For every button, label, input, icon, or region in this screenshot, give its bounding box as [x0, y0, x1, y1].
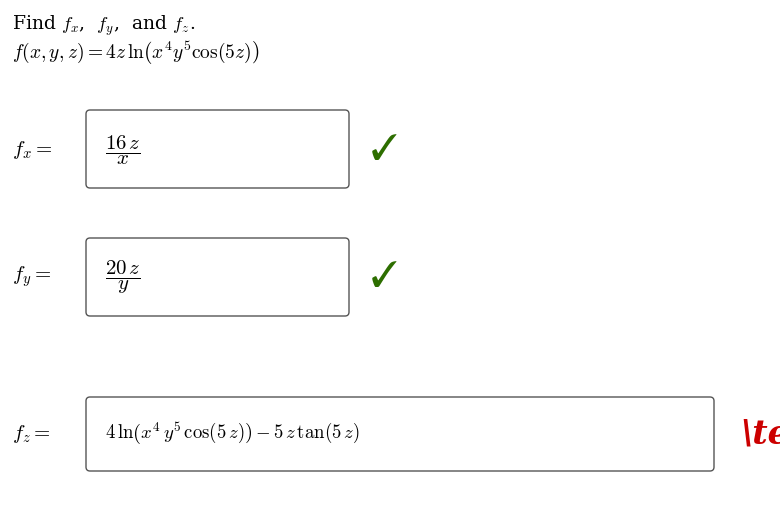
FancyBboxPatch shape: [86, 238, 349, 316]
Text: $f(x, y, z) = 4z\,\ln\!\left(x^4y^5\cos(5z)\right)$: $f(x, y, z) = 4z\,\ln\!\left(x^4y^5\cos(…: [12, 40, 260, 67]
Text: Find $f_x$,  $f_y$,  and $f_z$.: Find $f_x$, $f_y$, and $f_z$.: [12, 14, 195, 39]
Text: $4\,\ln\!\left(x^4\,y^5\,\cos(5\,z)\right) - 5\,z\,\tan(5\,z)$: $4\,\ln\!\left(x^4\,y^5\,\cos(5\,z)\righ…: [105, 421, 360, 447]
FancyBboxPatch shape: [86, 110, 349, 188]
FancyBboxPatch shape: [86, 397, 714, 471]
Text: $\dfrac{16\,z}{x}$: $\dfrac{16\,z}{x}$: [105, 133, 140, 167]
Text: $f_z =$: $f_z =$: [12, 423, 51, 445]
Text: $\dfrac{20\,z}{y}$: $\dfrac{20\,z}{y}$: [105, 258, 140, 296]
Text: $f_x =$: $f_x =$: [12, 139, 52, 161]
Text: $f_y =$: $f_y =$: [12, 265, 51, 289]
Text: $\checkmark$: $\checkmark$: [370, 133, 398, 167]
Text: $\checkmark$: $\checkmark$: [370, 260, 398, 294]
Text: \textbf{X}: \textbf{X}: [740, 418, 780, 450]
